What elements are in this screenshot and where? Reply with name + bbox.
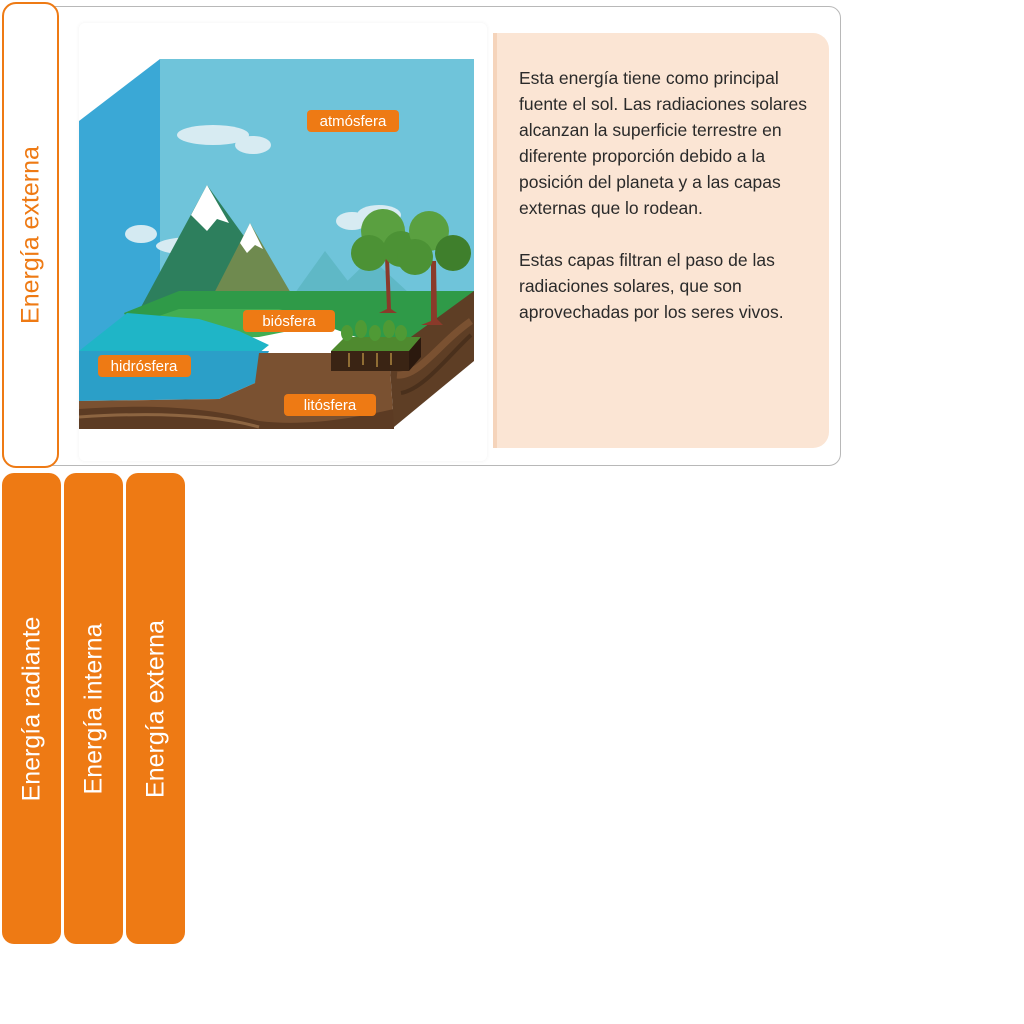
soil-side-vein — [400, 333, 473, 395]
tree-trunk — [421, 261, 443, 325]
plants — [341, 320, 407, 341]
tab-label: Energía interna — [79, 623, 107, 794]
earth-layers-illustration: atmósfera biósfera hidrósfera litósfera — [78, 23, 487, 461]
snow-cap — [191, 185, 229, 231]
earth-layers-diagram: atmósfera biósfera hidrósfera litósfera — [78, 59, 474, 429]
description-paragraph: Esta energía tiene como principal fuente… — [519, 68, 807, 218]
label-atmosphere: atmósfera — [307, 110, 399, 132]
svg-text:litósfera: litósfera — [304, 397, 357, 414]
tab-label: Energía externa — [141, 619, 169, 798]
tab-label: Energía externa — [16, 146, 44, 324]
water-surface — [79, 313, 269, 353]
label-biosphere: biósfera — [243, 310, 335, 332]
sky-side-wall — [79, 59, 160, 353]
svg-text:atmósfera: atmósfera — [320, 113, 387, 130]
tab-energia-interna[interactable]: Energía interna — [64, 473, 123, 944]
soil-sample-side — [409, 337, 421, 371]
soil-layer-dark — [79, 406, 394, 429]
small-mountain — [207, 223, 299, 307]
snow-cap — [240, 223, 263, 253]
soil-side-vein — [396, 318, 473, 379]
tree-trunk — [379, 257, 397, 313]
distant-mountain — [295, 251, 357, 293]
soil-vein — [78, 413, 260, 429]
soil-sample — [331, 351, 409, 371]
content-panel: atmósfera biósfera hidrósfera litósfera … — [2, 6, 841, 466]
svg-text:hidrósfera: hidrósfera — [111, 358, 178, 375]
tab-energia-radiante[interactable]: Energía radiante — [2, 473, 61, 944]
description-card: Esta energía tiene como principal fuente… — [493, 33, 829, 448]
plant-roots — [348, 353, 392, 367]
soil-sample-top — [331, 337, 421, 351]
tree-canopy — [351, 209, 471, 275]
tab-energia-externa[interactable]: Energía externa — [126, 473, 185, 944]
svg-text:biósfera: biósfera — [262, 313, 316, 330]
tab-label: Energía radiante — [17, 616, 45, 801]
distant-mountain — [335, 258, 409, 293]
label-lithosphere: litósfera — [284, 394, 376, 416]
label-hydrosphere: hidrósfera — [98, 355, 191, 377]
description-paragraph: Estas capas filtran el paso de las radia… — [519, 250, 784, 322]
tab-energia-externa-active[interactable]: Energía externa — [2, 2, 59, 468]
